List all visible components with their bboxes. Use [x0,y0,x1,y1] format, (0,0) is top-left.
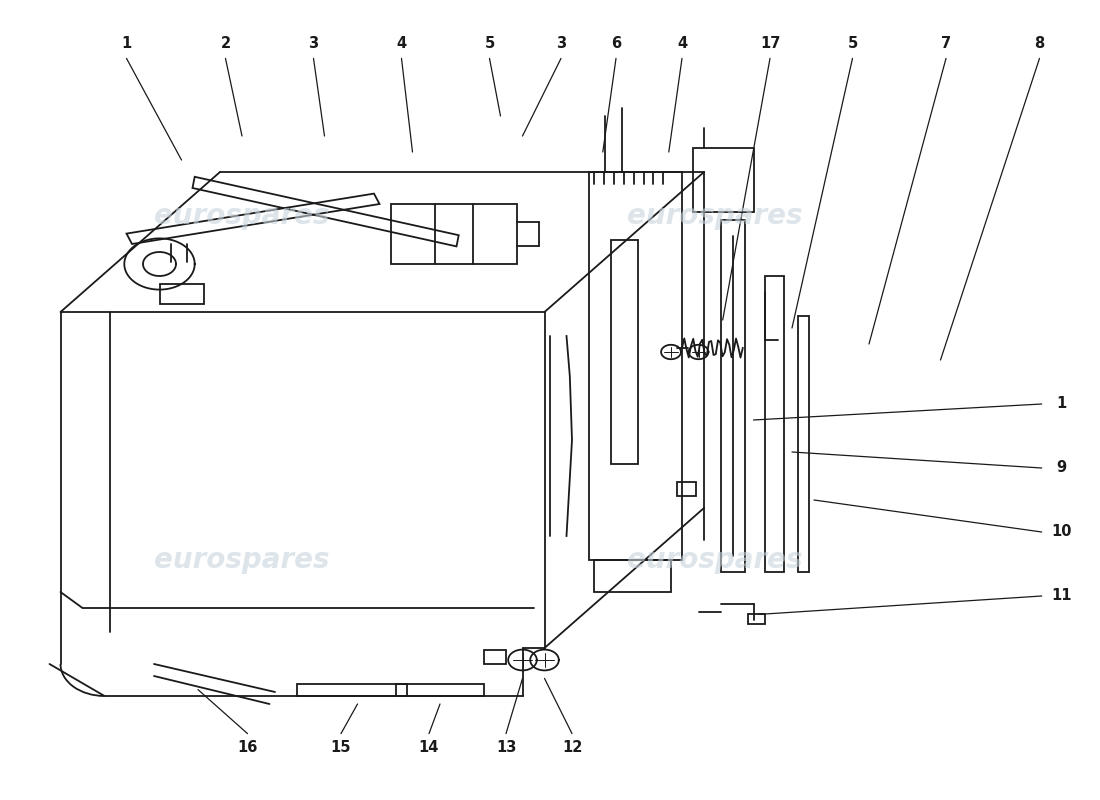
Text: 14: 14 [419,741,439,755]
Text: 10: 10 [1052,525,1071,539]
Text: 2: 2 [220,37,231,51]
Bar [588,172,682,560]
Text: 11: 11 [1052,589,1071,603]
Text: eurospares: eurospares [627,546,803,574]
Bar [798,316,808,572]
Text: 3: 3 [308,37,319,51]
Text: eurospares: eurospares [154,202,330,230]
Text: 12: 12 [562,741,582,755]
Bar [594,560,671,592]
Text: 17: 17 [760,37,780,51]
Text: 8: 8 [1034,37,1045,51]
Text: 1: 1 [1056,397,1067,411]
Text: 16: 16 [238,741,257,755]
Bar [720,220,745,572]
Bar [390,204,517,264]
Text: 5: 5 [847,37,858,51]
Text: 13: 13 [496,741,516,755]
Text: 4: 4 [676,37,688,51]
Text: 4: 4 [396,37,407,51]
Text: eurospares: eurospares [627,202,803,230]
Bar [748,614,764,624]
Text: 15: 15 [331,741,351,755]
Bar [160,284,204,304]
Text: eurospares: eurospares [154,546,330,574]
Text: 6: 6 [610,37,621,51]
Bar [693,148,754,212]
Text: 7: 7 [940,37,952,51]
Bar [676,482,696,496]
Text: 5: 5 [484,37,495,51]
Text: 9: 9 [1056,461,1067,475]
Bar [484,650,506,664]
Text: 3: 3 [556,37,566,51]
Text: 1: 1 [121,37,132,51]
Bar [764,276,784,572]
Bar [610,240,638,464]
